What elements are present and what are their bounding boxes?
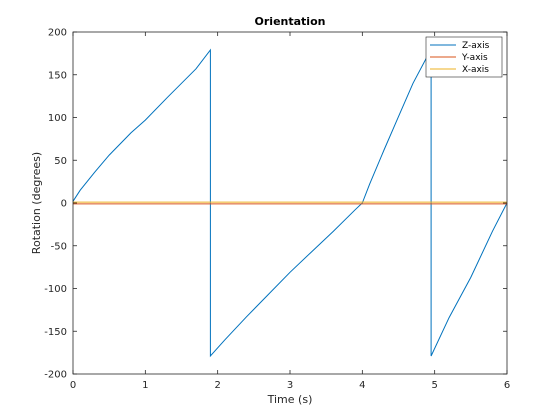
ticks-layer: 0 1 2 3 4 5 6 -200 -150 -100 -50 0 50 100 150 200 (44, 28, 510, 392)
y-tick-label-0: -200 (44, 370, 67, 381)
y-tick-label-6: 100 (48, 113, 67, 124)
x-tick-label-5: 5 (431, 380, 437, 391)
legend-label-2: X-axis (462, 65, 489, 75)
legend-label-0: Z-axis (462, 41, 490, 51)
x-tick-label-2: 2 (214, 380, 220, 391)
y-tick-label-4: 0 (61, 199, 67, 210)
series-layer (72, 48, 508, 358)
y-tick-label-2: -100 (44, 284, 67, 295)
y-tick-label-3: -50 (51, 241, 67, 252)
y-axis-label: Rotation (degrees) (30, 152, 43, 254)
x-tick-label-0: 0 (70, 380, 76, 391)
y-tick-label-8: 200 (48, 28, 67, 39)
legend: Z-axis Y-axis X-axis (425, 36, 503, 78)
chart-title: Orientation (255, 15, 326, 28)
axes-box (72, 31, 508, 375)
x-tick-label-4: 4 (359, 380, 365, 391)
x-axis-label: Time (s) (267, 393, 313, 406)
x-tick-label-3: 3 (287, 380, 293, 391)
legend-label-1: Y-axis (461, 53, 488, 63)
series-line-z-axis (72, 48, 508, 358)
x-tick-label-6: 6 (504, 380, 510, 391)
y-tick-label-7: 150 (48, 70, 67, 81)
x-tick-label-1: 1 (142, 380, 148, 391)
y-tick-label-1: -150 (44, 327, 67, 338)
y-tick-label-5: 50 (54, 156, 67, 167)
